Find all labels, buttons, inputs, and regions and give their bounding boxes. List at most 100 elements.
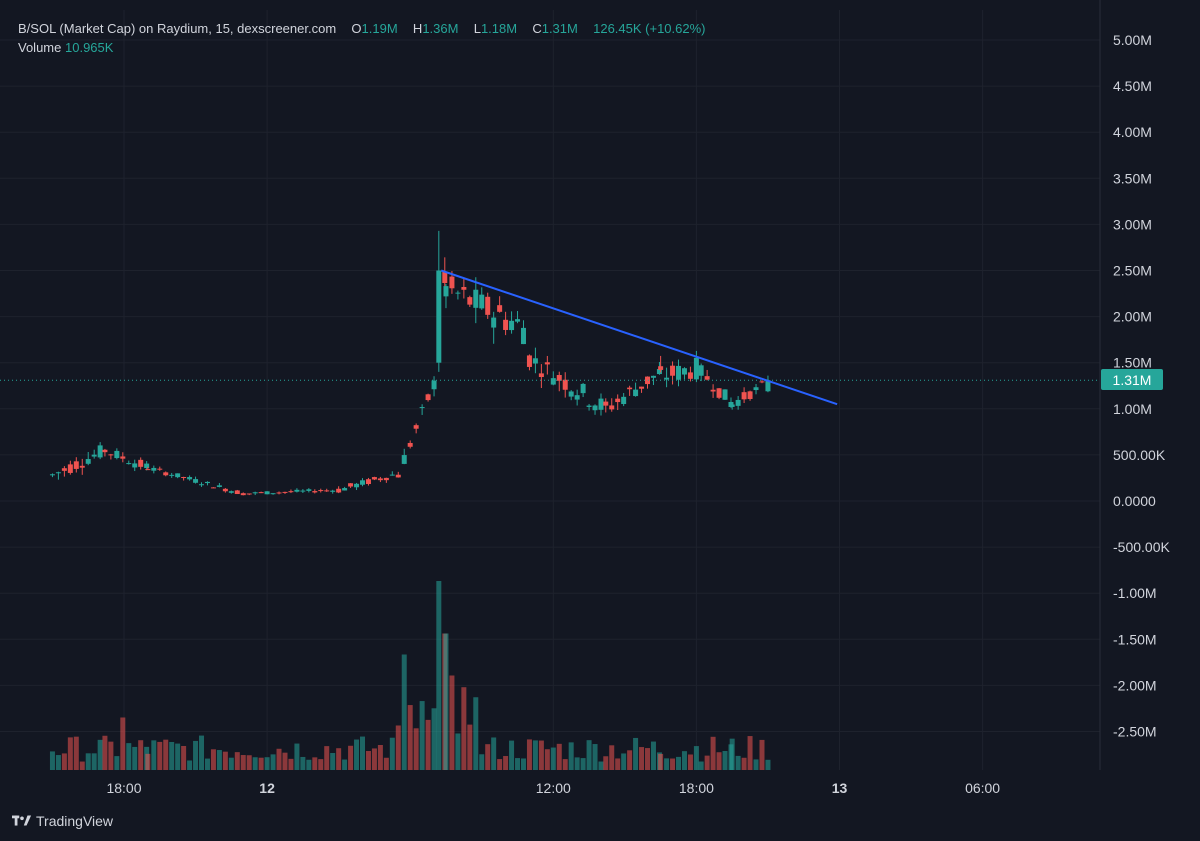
candle-body (413, 425, 419, 429)
volume-bar (210, 749, 216, 770)
volume-bar (114, 756, 120, 770)
candle-body (85, 459, 91, 464)
candle-body (765, 380, 771, 392)
volume-bar (91, 753, 97, 770)
candle-body (658, 366, 664, 370)
y-tick-label: 500.00K (1113, 447, 1166, 463)
tradingview-logo[interactable]: TradingView (12, 813, 113, 829)
candle-body (114, 450, 120, 459)
x-axis: 18:00 12 12:00 18:00 13 06:00 (106, 780, 1000, 796)
volume-bar (204, 758, 210, 770)
y-tick-label: 3.50M (1113, 170, 1152, 186)
volume-bar (151, 740, 157, 770)
candle-body (687, 372, 693, 379)
candle-body (258, 492, 264, 494)
volume-bar (436, 581, 442, 770)
volume-bar (55, 755, 61, 770)
volume-bar (187, 760, 193, 770)
candle-body (324, 490, 330, 492)
tradingview-icon (12, 815, 32, 826)
volume-bar (621, 753, 627, 770)
volume-bar (306, 759, 312, 770)
symbol-title: B/SOL (Market Cap) on Raydium, 15, dexsc… (18, 21, 337, 36)
grid (0, 0, 1101, 770)
candle-body (222, 488, 228, 492)
y-tick-label: 4.50M (1113, 78, 1152, 94)
volume-bar (431, 708, 437, 770)
volume-bar (240, 755, 246, 770)
candle-body (144, 463, 150, 468)
candle-body (436, 270, 442, 363)
volume-bar (85, 753, 91, 770)
candle-body (753, 387, 759, 391)
volume-bar (681, 751, 687, 770)
candle-body (693, 357, 699, 380)
volume-bar (73, 736, 79, 770)
candle-body (210, 487, 216, 489)
ohlc-legend: B/SOL (Market Cap) on Raydium, 15, dexsc… (18, 21, 706, 36)
candle-body (609, 405, 615, 410)
candle-body (497, 305, 503, 312)
volume-bar (246, 755, 252, 770)
candle-body (747, 391, 753, 399)
candle-body (193, 479, 199, 483)
candle-body (598, 398, 604, 410)
volume-bar (258, 757, 264, 770)
candle-body (603, 401, 609, 406)
volume-bar (401, 654, 407, 770)
x-tick-label: 18:00 (679, 780, 714, 796)
volume-bar (759, 739, 765, 770)
volume-bar (132, 746, 138, 770)
candle-body (503, 319, 509, 330)
volume-bar (735, 755, 741, 770)
volume-bar (568, 742, 574, 770)
volume-bar (670, 758, 676, 770)
candle-body (145, 469, 151, 471)
candle-body (562, 379, 568, 390)
y-tick-label: 3.00M (1113, 216, 1152, 232)
candle-body (544, 362, 550, 365)
x-tick-label: 12 (259, 780, 275, 796)
candle-body (282, 491, 288, 493)
candle-body (515, 319, 521, 322)
candle-body (270, 493, 276, 495)
close-label: C (532, 21, 542, 36)
candle-body (108, 454, 114, 456)
candle-body (556, 375, 562, 381)
volume-bar (633, 737, 639, 770)
volume-bar (181, 745, 187, 770)
volume-bar (550, 747, 556, 770)
trendline[interactable] (440, 269, 838, 406)
candle-body (348, 483, 354, 487)
candle-body (455, 292, 461, 294)
volume-bar (710, 736, 716, 770)
candle-body (252, 492, 258, 494)
candle-body (204, 481, 210, 484)
candle-body (425, 394, 431, 401)
volume-bar (425, 719, 431, 770)
volume-bar (497, 759, 503, 770)
volume-bar (252, 757, 258, 770)
volume-bar (300, 756, 306, 770)
candle-body (336, 488, 342, 493)
candle-body (163, 472, 169, 476)
y-tick-label: 2.50M (1113, 263, 1152, 279)
candle-body (615, 398, 621, 403)
volume-bar (650, 741, 656, 770)
volume-bar (509, 740, 515, 770)
volume-legend: Volume 10.965K (18, 40, 113, 55)
volume-bar (491, 737, 497, 770)
candle-body (485, 296, 491, 315)
candle-body (228, 491, 234, 493)
candle-body (520, 327, 526, 345)
volume-bar (485, 744, 491, 770)
low-value: 1.18M (480, 21, 518, 36)
volume-bar (443, 633, 449, 770)
candle-body (676, 365, 682, 380)
candle-body (330, 490, 336, 492)
volume-bar (473, 697, 479, 770)
volume-bar (61, 753, 67, 770)
candle-body (473, 289, 479, 308)
candle-body (722, 389, 728, 400)
